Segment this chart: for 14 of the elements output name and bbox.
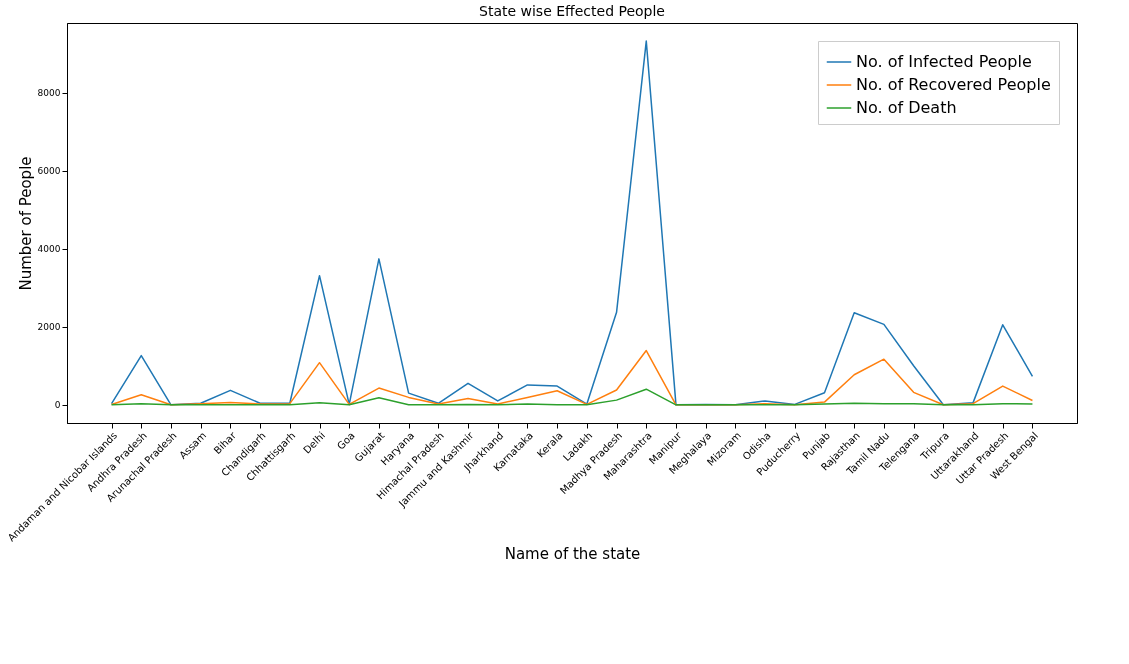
legend-label: No. of Death xyxy=(856,98,957,117)
y-tick-label: 2000 xyxy=(37,322,61,333)
legend-label: No. of Recovered People xyxy=(856,75,1051,94)
y-tick-label: 6000 xyxy=(37,166,61,177)
x-axis-title: Name of the state xyxy=(504,545,641,564)
y-axis-title: Number of People xyxy=(16,156,35,291)
chart-title: State wise Effected People xyxy=(479,3,665,19)
legend-label: No. of Infected People xyxy=(856,52,1032,71)
line-series xyxy=(110,349,1034,406)
y-tick-label: 0 xyxy=(54,400,61,411)
y-tick-label: 8000 xyxy=(37,88,61,99)
y-tick-label: 4000 xyxy=(37,244,61,255)
x-tick-label: Goa xyxy=(334,429,357,452)
line-series xyxy=(110,388,1034,406)
